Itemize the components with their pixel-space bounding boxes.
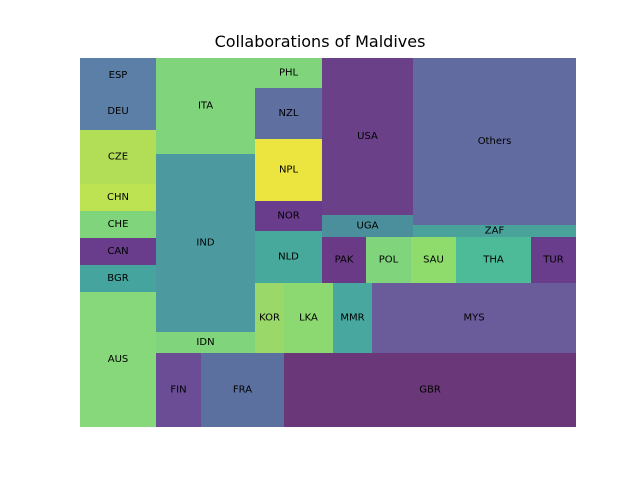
treemap-cell-bgr (80, 265, 156, 292)
treemap-cell-gbr (284, 353, 576, 427)
treemap-label-esp: ESP (109, 70, 128, 81)
treemap-label-zaf: ZAF (485, 226, 505, 237)
treemap-label-chn: CHN (107, 192, 129, 203)
treemap-label-mys: MYS (463, 313, 484, 324)
treemap-cell-nld (255, 231, 322, 283)
treemap-label-gbr: GBR (419, 385, 441, 396)
treemap-label-nld: NLD (278, 252, 299, 263)
treemap-label-ind: IND (196, 238, 214, 249)
treemap-label-ita: ITA (198, 101, 213, 112)
treemap-label-uga: UGA (357, 221, 379, 232)
treemap-cell-pol (366, 237, 411, 283)
treemap-label-others: Others (478, 136, 512, 147)
treemap-cell-can (80, 238, 156, 265)
treemap-cell-mmr (333, 283, 372, 353)
treemap-cell-idn (156, 332, 255, 353)
treemap-cell-mys (372, 283, 576, 353)
treemap-cell-pak (322, 237, 366, 283)
treemap-label-can: CAN (107, 246, 128, 257)
treemap-label-pak: PAK (335, 255, 354, 266)
treemap-label-tur: TUR (542, 255, 563, 266)
chart-title: Collaborations of Maldives (214, 32, 426, 51)
treemap-label-phl: PHL (279, 68, 299, 79)
treemap-label-fra: FRA (233, 385, 252, 396)
treemap-label-nor: NOR (277, 211, 299, 222)
treemap-cell-phl (255, 58, 322, 88)
treemap-label-mmr: MMR (340, 313, 364, 324)
treemap-label-bgr: BGR (107, 273, 128, 284)
treemap-cell-tha (456, 237, 531, 283)
treemap-label-usa: USA (357, 131, 378, 142)
treemap-cell-cze (80, 130, 156, 184)
treemap-cell-usa (322, 58, 413, 215)
treemap-cell-uga (322, 215, 413, 237)
treemap-label-lka: LKA (299, 313, 318, 324)
treemap-cell-npl (255, 139, 322, 201)
treemap-cell-fra (201, 353, 284, 427)
treemap-label-tha: THA (482, 255, 504, 266)
treemap-cell-ind (156, 154, 255, 332)
treemap-label-deu: DEU (107, 106, 128, 117)
treemap-label-idn: IDN (196, 337, 214, 348)
treemap-label-aus: AUS (108, 354, 129, 365)
treemap-cell-ita (156, 58, 255, 154)
treemap-cell-tur (531, 237, 576, 283)
treemap-cell-deu (80, 93, 156, 130)
treemap-cell-nor (255, 201, 322, 231)
treemap-cell-esp (80, 58, 156, 93)
treemap-cell-fin (156, 353, 201, 427)
treemap-cell-nzl (255, 88, 322, 139)
treemap-label-sau: SAU (423, 255, 444, 266)
treemap-label-fin: FIN (170, 385, 186, 396)
treemap-cell-lka (284, 283, 333, 353)
treemap-cell-zaf (413, 225, 576, 237)
treemap-cell-kor (255, 283, 284, 353)
treemap-cell-others (413, 58, 576, 225)
treemap-label-kor: KOR (259, 313, 280, 324)
treemap-cell-sau (411, 237, 456, 283)
treemap-label-npl: NPL (279, 165, 299, 176)
treemap-label-che: CHE (108, 219, 129, 230)
treemap-label-nzl: NZL (279, 108, 299, 119)
treemap-label-cze: CZE (108, 152, 128, 163)
treemap-cell-che (80, 211, 156, 238)
treemap-cell-aus (80, 292, 156, 427)
treemap-cell-chn (80, 184, 156, 211)
treemap-label-pol: POL (379, 255, 399, 266)
